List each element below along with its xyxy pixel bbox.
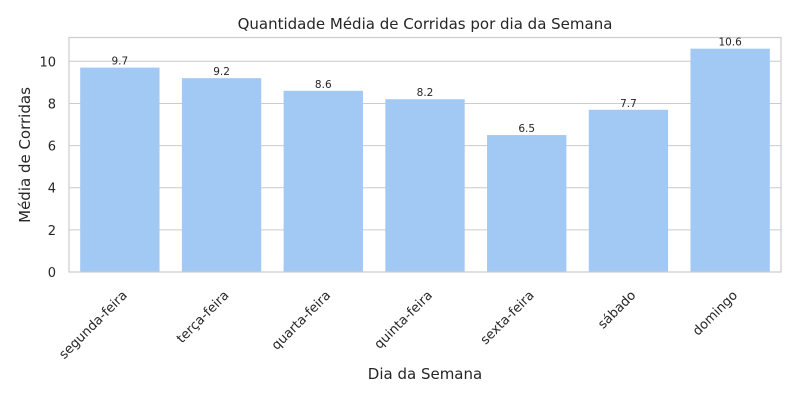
data-label: 6.5 xyxy=(518,123,535,135)
y-tick-label: 2 xyxy=(48,224,56,239)
x-tick-label: domingo xyxy=(690,288,741,339)
data-label: 9.7 xyxy=(112,56,129,68)
y-tick-label: 4 xyxy=(48,182,56,197)
x-tick-label: quinta-feira xyxy=(372,288,436,352)
x-tick-label: sexta-feira xyxy=(478,288,538,348)
y-tick-labels: 0 2 4 6 8 10 xyxy=(39,55,56,281)
bar-quarta-feira xyxy=(283,90,363,273)
bar-sábado xyxy=(588,109,669,272)
data-label: 10.6 xyxy=(718,37,742,49)
bar-domingo xyxy=(690,48,770,272)
bar-terça-feira xyxy=(181,78,262,273)
data-label: 7.7 xyxy=(620,98,637,110)
bar-sexta-feira xyxy=(487,135,567,272)
bars xyxy=(80,48,770,273)
bar-segunda-feira xyxy=(80,67,160,272)
data-label: 8.2 xyxy=(417,87,434,99)
plot-frame xyxy=(68,36,782,273)
x-axis-label: Dia da Semana xyxy=(368,365,482,383)
x-tick-labels: segunda-feira terça-feira quarta-feira quin… xyxy=(56,288,741,362)
y-tick-label: 6 xyxy=(48,140,56,155)
data-labels: 9.7 9.2 8.6 8.2 6.5 7.7 10.6 xyxy=(112,37,743,135)
chart-title: Quantidade Média de Corridas por dia da … xyxy=(238,15,613,33)
x-tick-label: terça-feira xyxy=(174,288,232,346)
x-tick-label: segunda-feira xyxy=(56,288,130,362)
y-axis-label: Média de Corridas xyxy=(16,87,34,223)
y-tick-label: 8 xyxy=(48,97,56,112)
y-tick-label: 0 xyxy=(48,266,56,281)
x-tick-label: sábado xyxy=(595,288,639,332)
y-tick-label: 10 xyxy=(39,55,56,70)
bar-quinta-feira xyxy=(385,99,465,273)
data-label: 8.6 xyxy=(315,79,332,91)
data-label: 9.2 xyxy=(213,66,230,78)
x-tick-label: quarta-feira xyxy=(269,288,334,353)
